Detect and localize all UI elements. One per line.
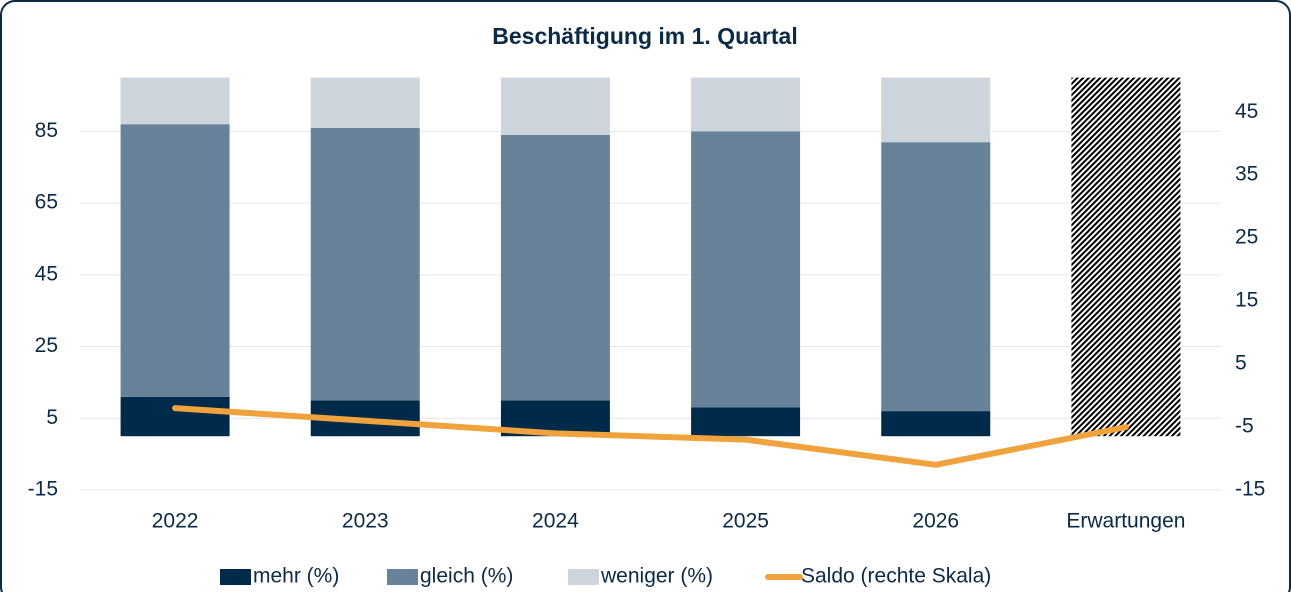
y2-tick-label: 45 [1235,100,1258,123]
x-tick-label: 2024 [532,510,579,533]
bar-segment [310,127,420,401]
x-tick-label: Erwartungen [1066,510,1185,533]
legend-swatch [568,569,599,585]
bar-segment [1071,77,1181,121]
y2-tick-label: 15 [1235,289,1258,312]
x-tick-label: 2023 [342,510,389,533]
chart-title: Beschäftigung im 1. Quartal [492,23,797,49]
bar-segment [691,131,801,408]
bar-segment [1071,120,1181,412]
bar-segment [691,407,801,437]
y2-tick-label: 5 [1235,352,1247,375]
bar-segment [120,77,230,125]
y2-tick-label: -15 [1235,478,1265,501]
legend-swatch [387,569,418,585]
legend-label: weniger (%) [600,565,713,588]
bar-segment [500,134,610,401]
y-tick-label: 25 [35,334,58,357]
y2-tick-label: 25 [1235,226,1258,249]
legend-label: Saldo (rechte Skala) [801,565,991,588]
bar-segment [500,77,610,135]
bar-segment [310,77,420,128]
bar-segment [120,124,230,397]
bar-segment [691,77,801,132]
x-tick-label: 2026 [912,510,959,533]
bar-segment [120,396,230,437]
x-tick-label: 2022 [152,510,199,533]
y-tick-label: 45 [35,262,58,285]
bar-segment [881,411,991,437]
legend-label: gleich (%) [420,565,513,588]
bar-segment [881,77,991,143]
legend-label: mehr (%) [253,565,339,588]
y2-tick-label: 35 [1235,163,1258,186]
y2-tick-label: -5 [1235,415,1254,438]
y-tick-label: -15 [28,478,58,501]
bar-segment [881,142,991,412]
saldo-line [172,405,1129,468]
legend-swatch [220,569,251,585]
x-tick-label: 2025 [722,510,769,533]
y-tick-label: 85 [35,119,58,142]
y-tick-label: 5 [46,406,58,429]
y-tick-label: 65 [35,191,58,214]
